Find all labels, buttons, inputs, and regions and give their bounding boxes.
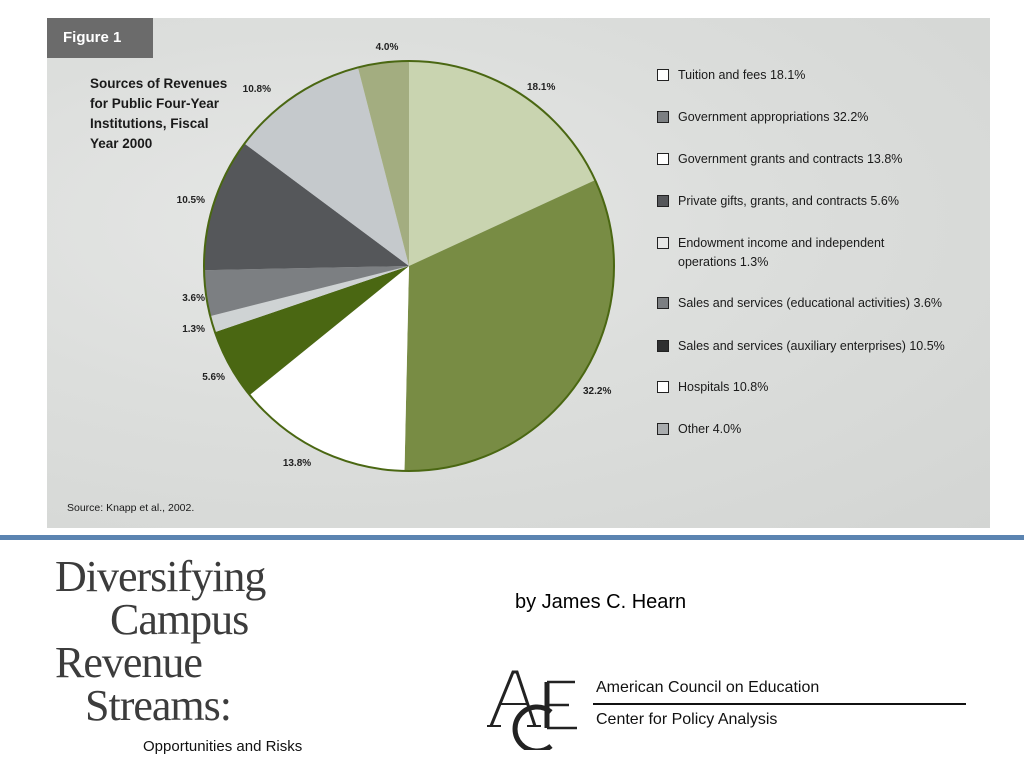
legend-item: Sales and services (auxiliary enterprise…	[657, 337, 945, 356]
pie-slice	[204, 266, 409, 317]
legend-swatch	[657, 237, 669, 249]
book-title-line: Diversifying	[55, 552, 266, 601]
legend-item: Government appropriations 32.2%	[657, 108, 868, 127]
divider-rule	[0, 535, 1024, 540]
legend-label: Sales and services (auxiliary enterprise…	[678, 339, 945, 353]
pie-slice	[244, 67, 409, 267]
legend-label: Government appropriations 32.2%	[678, 110, 869, 124]
legend-swatch	[657, 111, 669, 123]
ace-logo-icon	[487, 670, 577, 750]
pie-slice	[409, 61, 596, 266]
pie-slice	[404, 180, 614, 471]
ace-rule	[593, 703, 966, 705]
book-subtitle: Opportunities and Risks	[143, 738, 303, 755]
pie-outline	[203, 60, 615, 472]
legend-item: Other 4.0%	[657, 420, 741, 439]
slice-data-label: 13.8%	[283, 458, 311, 469]
legend-item: Hospitals 10.8%	[657, 378, 768, 397]
legend-swatch	[657, 340, 669, 352]
legend-item: Private gifts, grants, and contracts 5.6…	[657, 192, 899, 211]
legend-label: Tuition and fees 18.1%	[678, 68, 806, 82]
legend-item: Tuition and fees 18.1%	[657, 66, 805, 85]
legend-swatch	[657, 153, 669, 165]
ace-org-name: American Council on Education	[596, 679, 820, 696]
slice-data-label: 5.6%	[202, 372, 225, 383]
legend-item: Sales and services (educational activiti…	[657, 294, 942, 313]
pie-chart: 18.1% 32.2% 13.8% 5.6% 1.3% 3.6% 10.5% 10.8% 4.0…	[177, 42, 615, 472]
figure-panel: Figure 1 Sources of Revenues for Public …	[47, 18, 990, 528]
book-title-line: Campus	[110, 595, 249, 644]
pie-slice	[249, 266, 409, 471]
legend-label: Sales and services (educational activiti…	[678, 296, 943, 310]
legend-label: Private gifts, grants, and contracts 5.6…	[678, 194, 899, 208]
author-byline: by James C. Hearn	[515, 591, 687, 613]
slice-data-label: 3.6%	[182, 293, 205, 304]
pie-slice	[204, 143, 409, 271]
book-title: Diversifying Campus Revenue Streams:	[55, 552, 266, 730]
slice-data-label: 10.8%	[243, 84, 271, 95]
legend-swatch	[657, 195, 669, 207]
pie-slice	[357, 61, 409, 266]
source-note: Source: Knapp et al., 2002.	[67, 502, 195, 514]
slice-data-label: 1.3%	[182, 324, 205, 335]
legend-label: Hospitals 10.8%	[678, 380, 769, 394]
book-title-line: Revenue	[55, 638, 203, 687]
ace-dept-name: Center for Policy Analysis	[596, 711, 778, 728]
legend-swatch	[657, 69, 669, 81]
legend-swatch	[657, 381, 669, 393]
slice-data-label: 4.0%	[376, 42, 399, 53]
pie-slice	[214, 266, 409, 396]
figure-tab: Figure 1	[47, 18, 153, 58]
legend-label: Endowment income and independent operati…	[678, 236, 885, 269]
legend-swatch	[657, 297, 669, 309]
book-title-line: Streams:	[85, 681, 232, 730]
legend-item: Government grants and contracts 13.8%	[657, 150, 902, 169]
legend-swatch	[657, 423, 669, 435]
slice-data-label: 32.2%	[583, 386, 611, 397]
chart-title: Sources of Revenues for Public Four-Year…	[90, 76, 228, 151]
pie-slice	[210, 266, 409, 333]
slice-data-label: 10.5%	[177, 195, 205, 206]
legend-label: Government grants and contracts 13.8%	[678, 152, 903, 166]
legend-label: Other 4.0%	[678, 422, 742, 436]
slice-data-label: 18.1%	[527, 82, 555, 93]
legend-item: Endowment income and independent operati…	[657, 234, 907, 272]
